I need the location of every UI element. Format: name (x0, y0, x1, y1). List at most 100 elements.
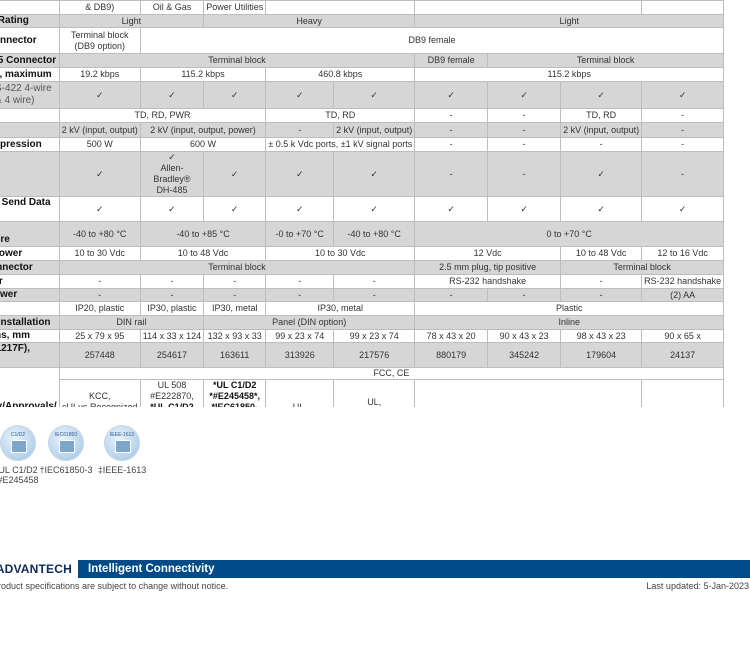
spec-cell: 132 x 93 x 33 (203, 329, 267, 343)
spec-cell: - (560, 288, 643, 302)
spec-cell: ± 0.5 k Vdc ports, ±1 kV signal ports (265, 137, 416, 152)
spec-label-text: Industrial Rating (0, 15, 29, 27)
spec-cell: 10 to 30 Vdc (58, 246, 141, 261)
spec-cell: 257448 (58, 342, 141, 368)
badge-caption: UL C1/D2 (0, 465, 38, 475)
spec-cell: & DB9) (58, 0, 141, 15)
certification-badge: IEC61850 †IEC61850-3 (36, 425, 96, 475)
spec-label: External Power (0, 246, 60, 261)
spec-label: Dimensions, mm (0, 329, 60, 343)
spec-cell: 98 x 43 x 23 (560, 329, 643, 343)
spec-cell: TD, RD (560, 108, 643, 123)
spec-label: Isolation (0, 122, 60, 138)
spec-cell: 600 W (139, 137, 267, 152)
seal-text: IEEE-1613 (109, 432, 135, 438)
tagline-bar: Intelligent Connectivity (78, 560, 750, 578)
spec-label-note: (RS-422 4-wire RS-485 2 & 4 wire) (0, 83, 52, 106)
spec-cell: - (203, 288, 267, 302)
spec-cell: Panel (DIN option) (203, 315, 416, 330)
spec-cell: ✓ Allen-Bradley® DH-485 (139, 151, 205, 197)
spec-cell: ✓ (58, 81, 141, 109)
spec-cell: - (487, 122, 562, 138)
spec-cell: ✓ (58, 151, 141, 197)
spec-row: RS-232 Connector Terminal block(DB9 optio… (0, 27, 725, 54)
spec-cell: 99 x 23 x 74 (265, 329, 335, 343)
spec-row: Port Power-----RS-232 handshake-RS-232 h… (0, 274, 725, 289)
spec-cell: - (414, 137, 489, 152)
spec-cell: Heavy (203, 14, 416, 28)
spec-cell: EN55022,EN61000 (641, 379, 725, 407)
spec-cell: Oil & Gas (139, 0, 205, 15)
spec-cell: ✓ (487, 196, 562, 222)
spec-label: Automatic Send Data Control (0, 196, 60, 222)
spec-cell: ✓ (139, 81, 205, 109)
spec-cell: ✓ (139, 196, 205, 222)
spec-cell: Light (414, 14, 725, 28)
spec-cell: 0 to +70 °C (414, 221, 725, 247)
spec-cell: ✓ (203, 196, 267, 222)
spec-cell: UL 508 #E222870,*UL C1/D2*#E245458*,EN55… (139, 379, 205, 407)
spec-cell: TD, RD (265, 108, 416, 123)
badge-caption: #E245458 (0, 475, 39, 485)
certification-seal-icon: IEC61850 (48, 425, 84, 461)
spec-label: Port Power (0, 274, 60, 289)
spec-cell: ✓ (487, 81, 562, 109)
spec-cell: EN55032/B, EN55024, EN61000-6-3+A1, EN61… (414, 379, 643, 407)
spec-cell: 10 to 48 Vdc (560, 246, 643, 261)
spec-label: Modbus (0, 151, 60, 197)
spec-cell: 90 x 43 x 23 (487, 329, 562, 343)
logo-text: ADVANTECH (0, 562, 72, 576)
spec-cell: - (641, 122, 725, 138)
spec-cell-line: *UL C1/D2 (150, 402, 194, 407)
spec-label: LEDs (0, 108, 60, 123)
spec-cell: RS-232 handshake (414, 274, 562, 289)
spec-cell: - (333, 274, 416, 289)
spec-cell-line: Allen-Bradley® (153, 163, 191, 184)
last-updated: Last updated: 5-Jan-2023 (646, 581, 749, 591)
spec-cell: - (487, 137, 562, 152)
spec-cell: 345242 (487, 342, 562, 368)
certification-badge: C1/D2 UL C1/D2 #E245458 (0, 425, 48, 485)
spec-cell: 10 to 48 Vdc (139, 246, 267, 261)
spec-cell: -40 to +85 °C (139, 221, 267, 247)
spec-cell (641, 0, 725, 15)
spec-cell: (2) AA (641, 288, 725, 302)
spec-cell: - (560, 137, 643, 152)
badge-caption: ‡IEEE-1613 (97, 465, 147, 475)
spec-cell: 115.2 kbps (139, 67, 267, 82)
seal-text: C1/D2 (10, 432, 26, 438)
disclaimer-text: Product specifications are subject to ch… (0, 581, 229, 591)
spec-label: Industrial Rating (0, 14, 60, 28)
spec-cell: 115.2 kbps (414, 67, 725, 82)
spec-cell: - (414, 108, 489, 123)
spec-cell: 25 x 79 x 95 (58, 329, 141, 343)
spec-cell: *UL C1/D2*#E245458*,*IEC61850-3†,*IEEE-1… (203, 379, 267, 407)
spec-cell (265, 0, 416, 15)
spec-cell: RS-232 handshake (641, 274, 725, 289)
seal-text: IEC61850 (54, 432, 78, 438)
spec-cell: ✓ (333, 151, 416, 197)
spec-cell-line: Terminal block (70, 29, 129, 40)
spec-cell: - (139, 288, 205, 302)
spec-label: Enclosure (0, 301, 60, 316)
spec-cell: DIN rail (58, 315, 205, 330)
spec-cell: - (414, 122, 489, 138)
spec-cell: ✓ (265, 196, 335, 222)
spec-label-text: Baud Rate, maximum (0, 68, 52, 80)
spec-cell: 19.2 kbps (58, 67, 141, 82)
spec-cell: 880179 (414, 342, 489, 368)
spec-cell: 12 to 16 Vdc (641, 246, 725, 261)
spec-cell-line: UL, EN55032/B, (292, 402, 307, 407)
badge-caption: †IEC61850-3 (39, 465, 93, 475)
spec-cell: 24137 (641, 342, 725, 368)
spec-cell: 2 kV (input, output) (560, 122, 643, 138)
spec-cell: Terminal block (487, 53, 725, 68)
spec-cell: 460.8 kbps (265, 67, 416, 82)
spec-cell: UL,EN55032/B,EN55024,EN61000-6-2 (333, 379, 416, 407)
spec-cell: ✓ (641, 81, 725, 109)
